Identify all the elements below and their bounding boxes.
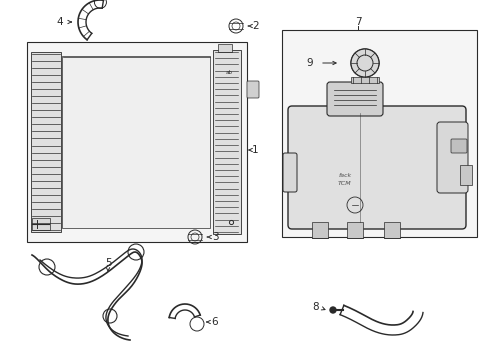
Bar: [351, 77, 379, 83]
Bar: [347, 222, 363, 238]
Circle shape: [330, 307, 336, 313]
Text: ab: ab: [225, 69, 232, 75]
Text: 5: 5: [105, 258, 111, 268]
FancyBboxPatch shape: [451, 139, 467, 153]
FancyBboxPatch shape: [327, 82, 383, 116]
Text: 9: 9: [307, 58, 313, 68]
Bar: [384, 222, 400, 238]
FancyBboxPatch shape: [283, 153, 297, 192]
Text: 7: 7: [355, 17, 361, 27]
FancyBboxPatch shape: [288, 106, 466, 229]
Text: 2: 2: [253, 21, 259, 31]
Wedge shape: [351, 49, 379, 77]
Text: fack: fack: [339, 172, 351, 177]
FancyBboxPatch shape: [437, 122, 468, 193]
Text: TCM: TCM: [338, 180, 352, 185]
Bar: [282, 30, 477, 237]
Bar: [62, 56, 210, 228]
Text: 8: 8: [313, 302, 319, 312]
Bar: [312, 222, 328, 238]
Bar: [32, 218, 50, 230]
Bar: [31, 52, 61, 232]
Bar: [213, 50, 241, 234]
Bar: [460, 165, 472, 185]
Bar: [27, 42, 247, 242]
FancyBboxPatch shape: [247, 81, 259, 98]
Bar: [218, 44, 232, 52]
Text: 4: 4: [57, 17, 63, 27]
Text: 6: 6: [212, 317, 219, 327]
Text: 3: 3: [212, 232, 219, 242]
Text: 1: 1: [252, 145, 258, 155]
